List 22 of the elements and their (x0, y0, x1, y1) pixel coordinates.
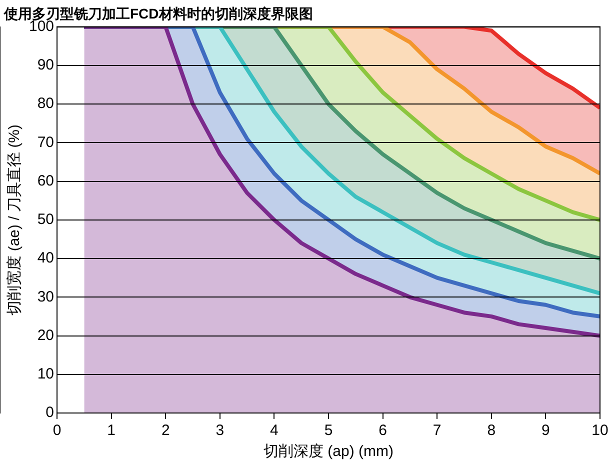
x-tick-label: 1 (107, 422, 116, 440)
x-axis-title: 切削深度 (ap) (mm) (264, 443, 394, 460)
y-tick-label: 0 (46, 404, 54, 422)
x-tick-label: 10 (592, 422, 608, 440)
x-tick-label: 3 (216, 422, 224, 440)
y-axis-title: 切削宽度 (ae) / 刀具直径 (%) (6, 124, 24, 316)
y-tick-label: 30 (37, 288, 54, 306)
y-tick-label: 80 (37, 95, 54, 112)
x-tick-label: 8 (487, 422, 496, 440)
x-tick-label: 7 (432, 422, 442, 440)
y-tick-label: 50 (37, 211, 54, 228)
x-tick-label: 2 (161, 422, 170, 440)
y-tick-label: 60 (37, 172, 54, 190)
y-tick-label: 90 (37, 56, 54, 74)
x-tick-label: 9 (542, 422, 550, 440)
x-tick-label: 5 (324, 422, 333, 440)
y-tick-label: 10 (37, 366, 54, 383)
y-tick-label: 70 (37, 134, 54, 151)
x-tick-label: 4 (270, 422, 278, 440)
x-tick-label: 6 (378, 422, 387, 440)
y-tick-label: 40 (37, 250, 54, 267)
y-tick-label: 20 (37, 326, 54, 344)
